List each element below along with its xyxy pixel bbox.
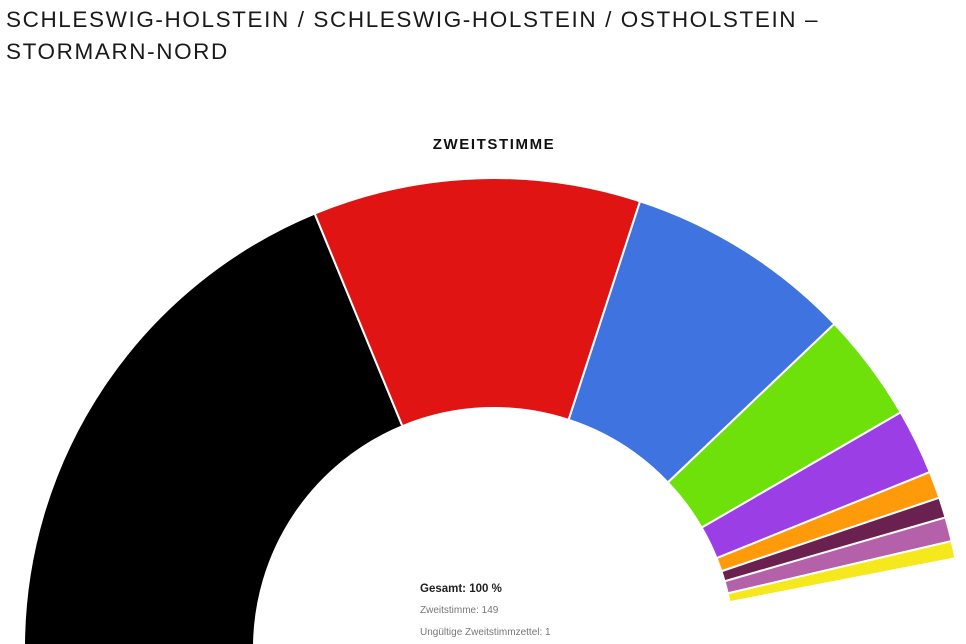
pie-slice-13 — [731, 601, 965, 644]
votes-label: Zweitstimme: 149 — [420, 605, 499, 616]
chart-title: ZWEITSTIMME — [433, 136, 556, 153]
chart-slices — [23, 177, 965, 644]
total-label: Gesamt: 100 % — [420, 583, 502, 595]
page-title: SCHLESWIG-HOLSTEIN / SCHLESWIG-HOLSTEIN … — [6, 7, 820, 64]
pie-slice-2 — [313, 177, 642, 428]
pie-slice-1 — [23, 212, 404, 644]
invalid-ballots-label: Ungültige Zweitstimmzettel: 1 — [420, 627, 551, 638]
